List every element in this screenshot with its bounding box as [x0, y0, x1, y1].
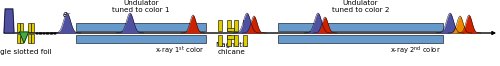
Bar	[76, 35, 206, 43]
Bar	[278, 35, 443, 43]
Bar	[227, 35, 231, 46]
Bar	[243, 35, 247, 46]
Text: Magnetic
chicane: Magnetic chicane	[216, 42, 248, 55]
Bar	[31, 34, 34, 43]
Bar	[28, 23, 31, 32]
Text: Undulator
tuned to color 1: Undulator tuned to color 1	[112, 0, 170, 13]
Text: x-ray 2$^{\rm nd}$ color: x-ray 2$^{\rm nd}$ color	[390, 45, 441, 57]
Bar	[218, 20, 222, 31]
Polygon shape	[20, 32, 28, 43]
Text: Single slotted foil: Single slotted foil	[0, 49, 52, 55]
Text: e⁻: e⁻	[62, 10, 72, 19]
Bar	[20, 34, 23, 43]
Bar	[31, 23, 34, 32]
Bar	[17, 34, 20, 43]
Bar	[234, 35, 238, 46]
Bar	[218, 35, 222, 46]
Polygon shape	[4, 9, 14, 33]
Text: Undulator
tuned to color 2: Undulator tuned to color 2	[332, 0, 389, 13]
Text: x-ray 1$^{\rm st}$ color: x-ray 1$^{\rm st}$ color	[155, 45, 204, 57]
Bar	[278, 23, 443, 31]
Bar	[20, 23, 23, 32]
Bar	[227, 20, 231, 31]
Bar	[243, 20, 247, 31]
Bar	[234, 20, 238, 31]
Bar	[17, 23, 20, 32]
Bar	[76, 23, 206, 31]
Bar	[227, 28, 234, 31]
Bar	[28, 34, 31, 43]
Bar	[227, 35, 234, 38]
